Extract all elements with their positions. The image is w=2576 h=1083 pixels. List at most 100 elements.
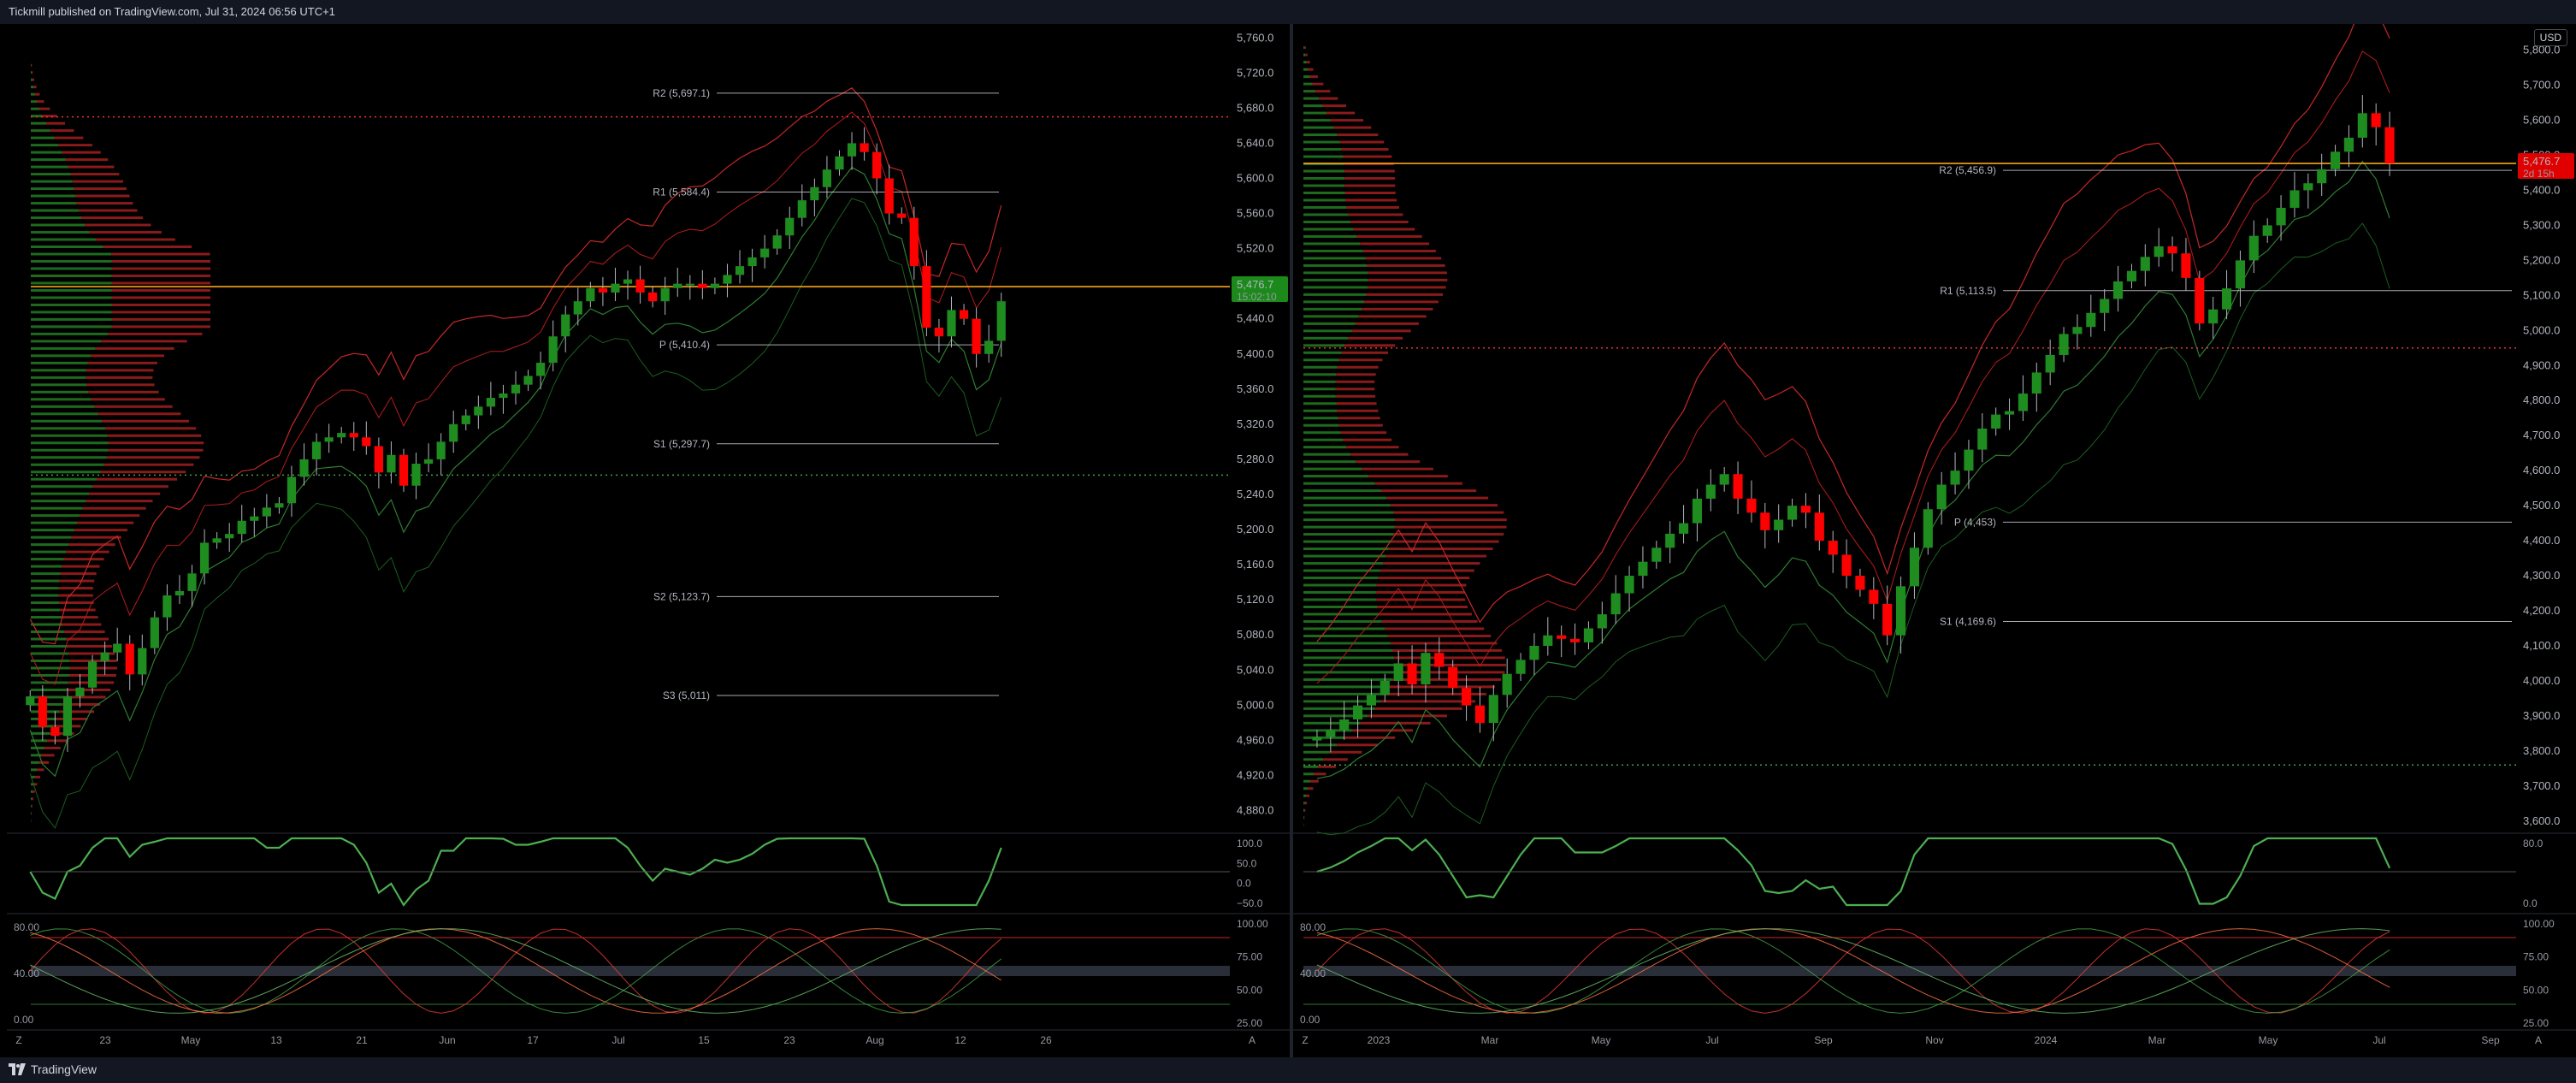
volume-bar-up: [1303, 794, 1307, 797]
candle-up: [237, 520, 246, 535]
volume-bar-up: [1303, 583, 1377, 587]
volume-bar-up: [31, 688, 67, 691]
volume-bar-down: [68, 652, 115, 655]
volume-bar-down: [111, 296, 210, 299]
candle-down: [1474, 705, 1485, 724]
candle-up: [1624, 576, 1634, 594]
volume-bar-up: [1303, 380, 1336, 383]
volume-bar-up: [31, 666, 70, 670]
volume-bar-up: [31, 681, 68, 684]
y-axis-tick: 5,000.0: [2523, 323, 2560, 336]
candle-up: [2331, 151, 2341, 169]
volume-bar-up: [31, 303, 112, 306]
weekly-chart-pane[interactable]: R2 (5,456.9) R1 (5,113.5) P (4,453) S1 (4,1…: [1293, 24, 2576, 1057]
volume-bar-up: [31, 434, 108, 437]
footer-bar: TradingView: [0, 1057, 2576, 1083]
volume-bar-down: [36, 100, 44, 104]
volume-bar-up: [31, 543, 69, 547]
volume-bar-up: [31, 760, 39, 764]
volume-bar-down: [1333, 126, 1372, 129]
volume-bar-up: [1303, 82, 1313, 86]
osc2-left-tick: 0.00: [1300, 1014, 1320, 1026]
footer-brand[interactable]: TradingView: [9, 1062, 97, 1076]
volume-bar-up: [31, 100, 37, 104]
volume-bar-down: [1368, 475, 1448, 478]
candle-up: [984, 340, 994, 354]
indicator-band: [1316, 24, 2390, 642]
volume-bar-up: [1303, 213, 1349, 216]
volume-bar-up: [31, 325, 112, 328]
volume-bar-down: [1304, 46, 1306, 50]
volume-bar-up: [1303, 446, 1347, 449]
publisher-text: Tickmill published on TradingView.com, J…: [9, 5, 335, 18]
candle-down: [374, 446, 383, 473]
candle-up: [548, 336, 558, 364]
candle-down: [50, 726, 60, 737]
volume-bar-down: [111, 288, 210, 292]
pivot-label-r2: R2 (5,697.1): [653, 87, 710, 99]
volume-bar-up: [1303, 315, 1359, 318]
volume-bar-down: [1326, 111, 1356, 115]
volume-bar-up: [31, 92, 35, 96]
bar-countdown: 15:02:10: [1237, 291, 1277, 303]
candle-up: [1583, 628, 1593, 642]
candle-up: [2086, 312, 2096, 328]
x-axis-tick: Nov: [1925, 1034, 1943, 1046]
candle-up: [1651, 547, 1662, 562]
osc2-left-tick: 0.00: [14, 1014, 34, 1026]
candle-up: [810, 186, 819, 201]
stoch-line: [1316, 928, 2390, 1014]
volume-bar-up: [31, 506, 83, 510]
volume-bar-up: [1303, 249, 1363, 252]
volume-bar-down: [1351, 329, 1411, 333]
candle-up: [75, 687, 85, 697]
volume-bar-up: [31, 238, 96, 241]
volume-bar-down: [1350, 453, 1409, 456]
candle-up: [747, 257, 757, 267]
volume-bar-down: [91, 354, 164, 358]
candle-down: [2371, 113, 2381, 127]
volume-bar-up: [31, 579, 60, 583]
candle-up: [835, 156, 844, 170]
pane-divider[interactable]: [1290, 24, 1293, 1057]
candle-down: [972, 318, 981, 354]
osc1-tick: 0.0: [1237, 878, 1251, 890]
candle-up: [1936, 484, 1947, 510]
zoom-corner-button: Z: [15, 1034, 21, 1046]
candle-up: [1991, 414, 2001, 429]
volume-bar-down: [1306, 61, 1310, 64]
y-axis-tick: 5,600.0: [2523, 114, 2560, 127]
candle-up: [262, 507, 271, 517]
volume-bar-down: [1375, 591, 1465, 595]
candle-up: [822, 169, 832, 187]
stoch-line: [1316, 928, 2390, 1014]
volume-bar-up: [1303, 808, 1305, 812]
volume-bar-up: [1303, 322, 1356, 325]
candle-up: [996, 301, 1006, 341]
y-axis-tick: 5,680.0: [1237, 101, 1273, 114]
volume-bar-down: [1355, 322, 1419, 325]
volume-bar-down: [101, 340, 187, 343]
weekly-chart-svg[interactable]: R2 (5,456.9) R1 (5,113.5) P (4,453) S1 (4,1…: [1293, 24, 2576, 1057]
volume-bar-down: [70, 173, 120, 176]
volume-bar-up: [1303, 111, 1327, 115]
volume-bar-down: [77, 521, 134, 524]
candle-up: [2045, 354, 2055, 373]
volume-bar-up: [31, 405, 95, 408]
volume-bar-down: [111, 311, 210, 314]
candle-down: [648, 292, 658, 302]
volume-bar-up: [1303, 613, 1380, 616]
daily-chart-pane[interactable]: R2 (5,697.1) R1 (5,584.4) P (5,410.4) S1 (5…: [7, 24, 1290, 1057]
daily-chart-svg[interactable]: R2 (5,697.1) R1 (5,584.4) P (5,410.4) S1 (5…: [7, 24, 1290, 1057]
volume-bar-up: [31, 252, 112, 256]
volume-bar-down: [1341, 351, 1389, 354]
volume-bar-down: [111, 317, 210, 321]
candle-up: [2005, 411, 2015, 415]
volume-bar-up: [1303, 242, 1361, 246]
currency-button[interactable]: USD: [2533, 29, 2567, 46]
volume-bar-up: [31, 572, 61, 576]
volume-bar-up: [1303, 467, 1362, 470]
y-axis-tick: 5,560.0: [1237, 207, 1273, 220]
candle-up: [2126, 270, 2136, 281]
volume-bar-down: [1381, 619, 1478, 623]
